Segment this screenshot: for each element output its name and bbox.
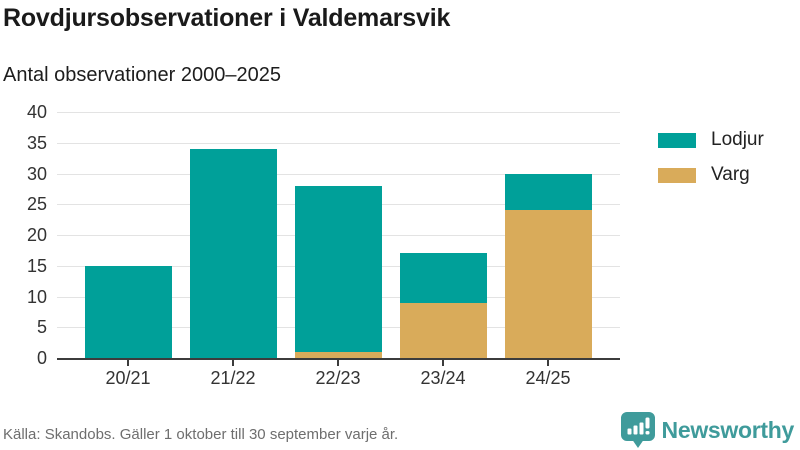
y-tick-label: 0 xyxy=(36,348,47,368)
y-tick-label: 40 xyxy=(26,102,47,122)
y-tick-label: 25 xyxy=(26,194,47,215)
x-tick-label: 21/22 xyxy=(210,368,256,388)
gridline xyxy=(57,173,620,175)
x-tick xyxy=(337,360,339,366)
chart-legend: Lodjur Varg xyxy=(658,129,764,199)
legend-label: Varg xyxy=(711,164,750,185)
x-tick-label: 23/24 xyxy=(420,368,466,388)
newsworthy-logo-text: Newsworthy xyxy=(661,416,795,443)
x-tick xyxy=(442,360,444,366)
x-tick-label: 20/21 xyxy=(105,368,151,388)
newsworthy-logo-icon xyxy=(620,412,655,448)
legend-swatch-varg xyxy=(658,167,696,183)
y-tick-label: 35 xyxy=(26,132,47,153)
y-tick-label: 20 xyxy=(26,225,47,245)
bar-segment-varg-23-24 xyxy=(399,302,487,358)
y-tick-label: 10 xyxy=(26,286,47,307)
bar-segment-lodjur-24-25 xyxy=(504,173,592,211)
bar-segment-lodjur-20-21 xyxy=(84,265,172,358)
newsworthy-logo: Newsworthy xyxy=(620,412,795,448)
x-tick-label: 22/23 xyxy=(315,368,361,388)
chart-subtitle: Antal observationer 2000–2025 xyxy=(3,64,281,86)
legend-label: Lodjur xyxy=(711,129,764,150)
legend-item-lodjur: Lodjur xyxy=(658,129,764,151)
y-tick-label: 5 xyxy=(36,317,47,338)
x-tick xyxy=(547,360,549,366)
bar-segment-lodjur-22-23 xyxy=(294,185,382,352)
legend-item-varg: Varg xyxy=(658,164,764,186)
plot-area xyxy=(57,112,620,360)
y-tick-label: 15 xyxy=(26,255,47,276)
chart-title: Rovdjursobservationer i Valdemarsvik xyxy=(3,4,451,32)
bar-segment-varg-22-23 xyxy=(294,351,382,358)
x-tick-label: 24/25 xyxy=(525,368,571,388)
gridline xyxy=(57,112,620,113)
gridline xyxy=(57,142,620,144)
source-note: Källa: Skandobs. Gäller 1 oktober till 3… xyxy=(3,426,399,443)
bar-segment-varg-24-25 xyxy=(504,210,592,358)
x-tick xyxy=(127,360,129,366)
legend-swatch-lodjur xyxy=(658,132,696,148)
x-tick xyxy=(232,360,234,366)
y-tick-label: 30 xyxy=(26,163,47,184)
bar-segment-lodjur-21-22 xyxy=(189,148,277,358)
bar-segment-lodjur-23-24 xyxy=(399,253,487,303)
